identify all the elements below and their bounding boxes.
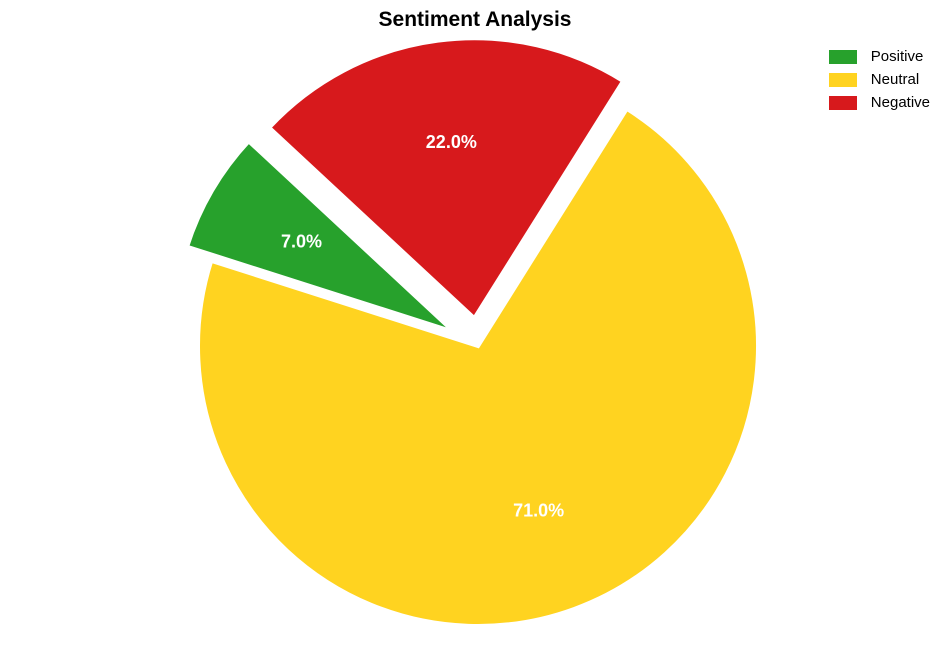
sentiment-pie-chart: Sentiment Analysis 7.0%22.0%71.0% Positi… [0, 0, 950, 662]
pie-label-neutral: 71.0% [513, 500, 564, 520]
legend: Positive Neutral Negative [829, 48, 930, 117]
pie-label-positive: 7.0% [281, 232, 322, 252]
legend-item-positive: Positive [829, 48, 930, 65]
legend-label-negative: Negative [871, 94, 930, 111]
legend-swatch-positive [829, 50, 857, 64]
legend-item-neutral: Neutral [829, 71, 930, 88]
pie-svg: 7.0% 22.0% 71.0% [0, 0, 950, 662]
legend-swatch-negative [829, 96, 857, 110]
legend-label-neutral: Neutral [871, 71, 919, 88]
pie-label-negative: 22.0% [426, 132, 477, 152]
legend-label-positive: Positive [871, 48, 924, 65]
legend-item-negative: Negative [829, 94, 930, 111]
legend-swatch-neutral [829, 73, 857, 87]
